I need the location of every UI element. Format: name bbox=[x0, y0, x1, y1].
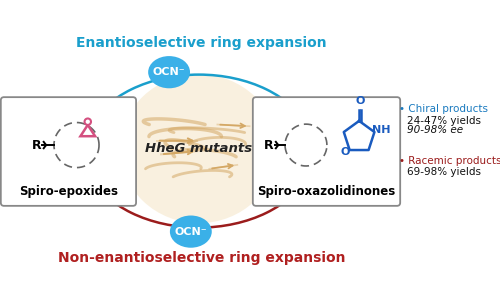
Text: 24-47% yields: 24-47% yields bbox=[406, 116, 480, 126]
Text: HheG mutants: HheG mutants bbox=[146, 142, 252, 155]
Text: Spiro-epoxides: Spiro-epoxides bbox=[19, 185, 118, 198]
Ellipse shape bbox=[120, 74, 278, 223]
Text: OCN⁻: OCN⁻ bbox=[153, 67, 186, 77]
Text: O: O bbox=[355, 96, 364, 106]
Text: R: R bbox=[264, 138, 274, 152]
Text: 69-98% yields: 69-98% yields bbox=[406, 167, 480, 177]
Text: OCN⁻: OCN⁻ bbox=[174, 227, 207, 237]
Text: 90-98% ee: 90-98% ee bbox=[406, 125, 463, 135]
Text: Non-enantioselective ring expansion: Non-enantioselective ring expansion bbox=[58, 251, 345, 265]
Circle shape bbox=[84, 118, 91, 125]
Text: R: R bbox=[32, 138, 41, 152]
Text: NH: NH bbox=[372, 125, 391, 135]
FancyBboxPatch shape bbox=[253, 97, 400, 206]
Text: Enantioselective ring expansion: Enantioselective ring expansion bbox=[76, 36, 326, 50]
Ellipse shape bbox=[148, 56, 190, 88]
Text: Spiro-oxazolidinones: Spiro-oxazolidinones bbox=[258, 185, 396, 198]
Text: • Chiral products: • Chiral products bbox=[398, 105, 488, 115]
FancyBboxPatch shape bbox=[1, 97, 136, 206]
Text: O: O bbox=[341, 147, 350, 157]
Text: • Racemic products: • Racemic products bbox=[398, 156, 500, 166]
Ellipse shape bbox=[170, 215, 212, 248]
